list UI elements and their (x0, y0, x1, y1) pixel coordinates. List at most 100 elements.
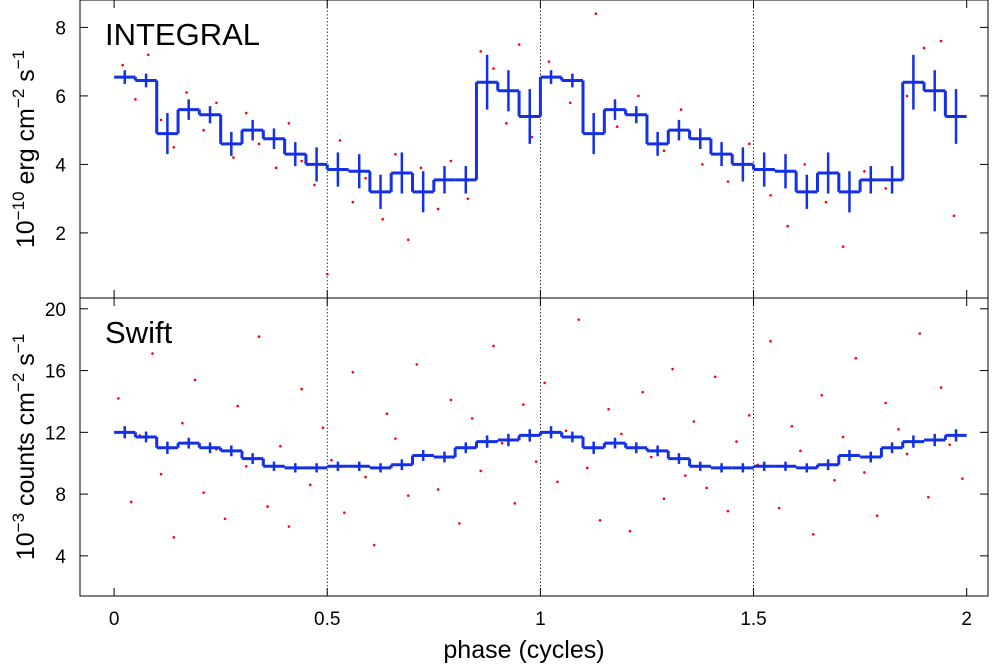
y-tick-label: 16 (45, 362, 66, 383)
x-tick-label: 1.5 (740, 609, 766, 630)
y-axis-label-sup: −1 (9, 50, 28, 69)
y-axis-label-sup: −2 (9, 373, 28, 392)
scatter-point (939, 39, 943, 43)
scatter-point (841, 245, 845, 248)
scatter-point (492, 67, 495, 70)
scatter-point (181, 421, 184, 425)
scatter-point (918, 332, 922, 335)
scatter-point (905, 452, 909, 456)
y-axis-label: 10−10 erg cm−2 s−1 (9, 50, 40, 248)
scatter-point (952, 214, 956, 218)
scatter-point (172, 145, 176, 149)
scatter-point (449, 159, 453, 163)
scatter-point (961, 477, 964, 480)
scatter-point (300, 159, 303, 163)
scatter-point (786, 224, 789, 228)
annotation: INTEGRAL (105, 17, 260, 52)
y-axis-label-part: erg cm (12, 108, 40, 191)
scatter-point (364, 176, 367, 180)
scatter-point (875, 514, 879, 518)
scatter-point (381, 217, 384, 221)
scatter-point (897, 427, 900, 431)
scatter-point (662, 497, 666, 501)
scatter-point (922, 46, 926, 50)
scatter-point (266, 505, 269, 508)
y-axis-label-part: 10 (12, 532, 40, 560)
y-tick-label: 4 (55, 155, 66, 176)
y-tick-label: 20 (45, 300, 66, 321)
scatter-point (769, 193, 772, 197)
scatter-point (927, 495, 930, 499)
scatter-point (321, 426, 325, 429)
scatter-point (351, 370, 355, 374)
scatter-point (479, 50, 483, 53)
scatter-point (121, 63, 124, 67)
scatter-point (415, 363, 419, 366)
scatter-point (419, 166, 423, 170)
scatter-point (151, 352, 154, 355)
panel: 2 4 6 8 INTEGRAL 10−10 erg cm−2 s−1 (9, 0, 989, 299)
scatter-point (585, 466, 589, 470)
scatter-point (662, 149, 666, 153)
y-axis-label: 10−3 counts cm−2 s−1 (9, 334, 40, 560)
x-tick-label: 0 (109, 609, 120, 630)
scatter-point (215, 101, 218, 105)
scatter-point (556, 480, 559, 484)
scatter-point (406, 238, 410, 242)
scatter-point (684, 474, 687, 477)
scatter-point (884, 401, 887, 405)
scatter-point (628, 529, 632, 533)
x-tick-label: 2 (961, 609, 972, 630)
x-tick-label: 1 (535, 609, 546, 630)
scatter-point (513, 502, 517, 505)
scatter-point (534, 460, 538, 463)
scatter-point (466, 197, 470, 200)
scatter-point (641, 390, 645, 394)
scatter-point (287, 525, 291, 528)
scatter-point (530, 135, 534, 139)
scatter-point (854, 356, 858, 360)
y-tick-label: 6 (55, 87, 66, 108)
scatter-point (193, 378, 197, 382)
y-tick-label: 8 (55, 18, 66, 39)
scatter-point (726, 509, 730, 513)
x-tick-label: 0.5 (314, 609, 340, 630)
scatter-point (594, 12, 598, 16)
scatter-point (790, 424, 794, 428)
scatter-point (330, 458, 333, 462)
y-tick-label: 12 (45, 423, 66, 444)
scatter-point (692, 420, 696, 423)
scatter-point (747, 414, 751, 417)
scatter-point (449, 398, 453, 402)
annotation: Swift (105, 315, 173, 350)
y-tick-label: 2 (55, 224, 66, 245)
scatter-point (146, 53, 150, 57)
scatter-point (470, 417, 474, 420)
y-axis-label-part: counts cm (12, 392, 40, 513)
scatter-point (948, 443, 951, 446)
panel: 4 8 12 16 20 0 0.5 1 1.5 2 Swift 10−3 counts cm−2 s… (9, 297, 989, 664)
scatter-point (202, 128, 205, 132)
scatter-point (615, 125, 619, 129)
scatter-point (313, 183, 316, 187)
scatter-point (274, 166, 278, 170)
scatter-point (607, 407, 610, 411)
scatter-point (726, 180, 730, 183)
y-axis-label-sup: −2 (9, 89, 28, 108)
scatter-point (394, 152, 397, 156)
scatter-point (504, 122, 508, 125)
scatter-point (701, 163, 704, 166)
plot-frame (79, 297, 989, 597)
scatter-point (257, 335, 261, 338)
scatter-point (129, 500, 133, 504)
scatter-point (799, 449, 802, 453)
scatter-point (671, 367, 674, 371)
scatter-point (547, 60, 551, 63)
scatter-point (308, 483, 312, 487)
scatter-point (905, 94, 909, 98)
y-axis-label-sup: −3 (9, 513, 28, 532)
scatter-point (620, 432, 623, 436)
